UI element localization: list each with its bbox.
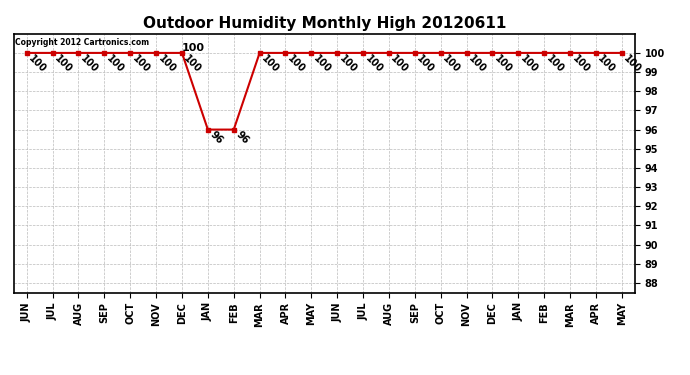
- Text: 100: 100: [518, 53, 540, 74]
- Text: 100: 100: [570, 53, 591, 74]
- Text: 100: 100: [52, 53, 74, 74]
- Text: 100: 100: [389, 53, 411, 74]
- Text: 100: 100: [363, 53, 384, 74]
- Text: 100: 100: [79, 53, 100, 74]
- Text: 100: 100: [544, 53, 566, 74]
- Text: 100: 100: [596, 53, 618, 74]
- Text: Copyright 2012 Cartronics.com: Copyright 2012 Cartronics.com: [15, 38, 149, 46]
- Text: 100: 100: [415, 53, 436, 74]
- Text: 100: 100: [130, 53, 152, 74]
- Text: 100: 100: [104, 53, 126, 74]
- Text: 100: 100: [27, 53, 48, 74]
- Text: 100: 100: [311, 53, 333, 74]
- Text: 100: 100: [622, 53, 643, 74]
- Text: 100: 100: [337, 53, 359, 74]
- Text: 100: 100: [286, 53, 307, 74]
- Text: 100: 100: [156, 53, 177, 74]
- Text: 96: 96: [208, 130, 224, 146]
- Text: 100: 100: [182, 43, 205, 53]
- Text: 100: 100: [493, 53, 514, 74]
- Text: 100: 100: [466, 53, 488, 74]
- Text: 96: 96: [234, 130, 250, 146]
- Text: 100: 100: [182, 53, 204, 74]
- Text: 100: 100: [259, 53, 281, 74]
- Text: 100: 100: [441, 53, 462, 74]
- Title: Outdoor Humidity Monthly High 20120611: Outdoor Humidity Monthly High 20120611: [143, 16, 506, 31]
